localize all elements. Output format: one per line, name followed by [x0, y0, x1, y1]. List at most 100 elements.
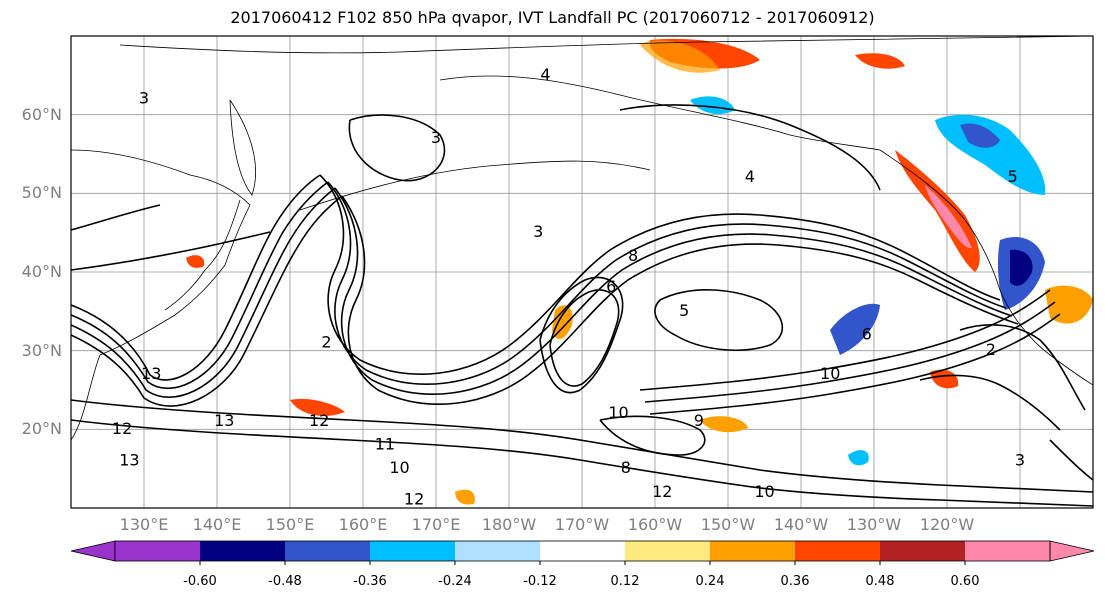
contour-label: 13: [119, 450, 139, 469]
colorbar-bin: [880, 541, 966, 561]
contour-line: [71, 399, 1093, 493]
shade-patch-bc-coast-inner: [925, 185, 972, 249]
colorbar-extend-low: [70, 540, 116, 562]
shade-patch-arctic-yellow: [640, 40, 720, 73]
colorbar: [70, 540, 1095, 565]
qvapor-shading: [186, 38, 1093, 505]
contour-label: 2: [321, 332, 331, 351]
shade-patch-alaska-blue: [935, 114, 1046, 195]
contour-label: 12: [652, 482, 672, 501]
contour-label: 3: [533, 222, 543, 241]
contour-line: [549, 289, 620, 387]
contour-label: 9: [694, 411, 704, 430]
contour-label: 8: [621, 458, 631, 477]
shade-patch-ak-blue: [690, 96, 735, 115]
longitude-label: 150°W: [700, 515, 756, 534]
colorbar-tick-label: -0.48: [268, 574, 302, 589]
longitude-label: 170°W: [554, 515, 610, 534]
contour-label: 4: [745, 167, 755, 186]
longitude-label: 140°E: [192, 515, 242, 534]
colorbar-bin: [455, 541, 541, 561]
contour-line: [71, 187, 336, 398]
contour-label: 10: [820, 364, 840, 383]
longitude-label: 150°E: [265, 515, 315, 534]
colorbar-tick-label: -0.12: [523, 574, 557, 589]
contour-label: 10: [754, 482, 774, 501]
contour-line: [959, 324, 1086, 411]
contour-label: 3: [1015, 450, 1025, 469]
colorbar-bin: [200, 541, 286, 561]
contour-line: [654, 289, 784, 351]
contour-label: 12: [112, 419, 132, 438]
shade-patch-sc-orange: [290, 398, 345, 416]
ivt-contours: [71, 104, 1093, 507]
shade-patch-w-orange: [186, 255, 205, 268]
contour-label: 10: [608, 403, 628, 422]
contour-line: [334, 187, 1013, 395]
contour-line: [71, 204, 161, 231]
coast-na-west: [879, 149, 1093, 386]
contour-label: 12: [309, 411, 329, 430]
contour-label: 6: [606, 277, 616, 296]
contour-label: 10: [389, 458, 409, 477]
shade-patch-s-orange: [930, 369, 959, 389]
contour-line: [319, 174, 1001, 375]
longitude-label: 140°W: [773, 515, 829, 534]
contour-label: 4: [540, 65, 550, 84]
longitude-label: 180°W: [481, 515, 537, 534]
longitude-label: 130°W: [846, 515, 902, 534]
colorbar-tick-label: -0.60: [183, 574, 217, 589]
contour-line: [341, 195, 1019, 405]
contour-label: 11: [375, 435, 395, 454]
contour-label: 13: [141, 364, 161, 383]
colorbar-tick-label: 0.48: [865, 574, 895, 589]
map-title: 2017060412 F102 850 hPa qvapor, IVT Land…: [230, 8, 875, 27]
shade-patch-ne-pacific-blue: [830, 303, 880, 355]
shade-patch-baja-orange: [1045, 285, 1093, 324]
contour-label: 8: [628, 246, 638, 265]
colorbar-bin: [625, 541, 711, 561]
colorbar-extend-high: [1049, 540, 1095, 562]
shade-patch-hawaii-blue: [848, 450, 869, 466]
contour-line: [71, 174, 321, 381]
contour-line: [919, 374, 1061, 431]
longitude-label: 130°E: [119, 515, 169, 534]
contour-label: 3: [139, 88, 149, 107]
contour-line: [71, 181, 329, 390]
map-border: [70, 35, 1094, 509]
contour-label: 5: [1008, 167, 1018, 186]
contour-line: [327, 181, 1007, 385]
latitude-label: 20°N: [21, 419, 62, 439]
contour-label: 3: [431, 128, 441, 147]
contour-line: [1049, 439, 1093, 481]
colorbar-bin: [795, 541, 881, 561]
colorbar-tick-label: 0.36: [780, 574, 810, 589]
coast-asia: [71, 149, 251, 441]
latitude-label: 30°N: [21, 340, 62, 360]
colorbar-tick-label: -0.24: [438, 574, 472, 589]
shade-patch-california-core: [1010, 249, 1033, 286]
colorbar-tick-label: 0.12: [610, 574, 640, 589]
latitude-label: 60°N: [21, 104, 62, 124]
shade-patch-bc-coast: [895, 150, 980, 272]
colorbar-bin: [370, 541, 456, 561]
longitude-label: 160°W: [627, 515, 683, 534]
colorbar-frame: [114, 540, 1051, 562]
coast-japan: [164, 199, 241, 311]
colorbar-tick-label: -0.36: [353, 574, 387, 589]
colorbar-bin: [710, 541, 796, 561]
shade-patch-central-orange: [552, 305, 573, 340]
contour-line: [639, 289, 1051, 391]
shade-patch-tropic-orange: [700, 416, 748, 433]
contour-label: 12: [404, 490, 424, 509]
contour-line: [71, 419, 1093, 507]
coast-alaska: [439, 75, 881, 151]
contour-label: 2: [986, 340, 996, 359]
longitude-label: 120°W: [919, 515, 975, 534]
colorbar-bin: [540, 541, 626, 561]
colorbar-bin: [965, 541, 1051, 561]
shade-patch-alaska-dark: [960, 123, 1000, 148]
contour-line: [71, 195, 343, 407]
